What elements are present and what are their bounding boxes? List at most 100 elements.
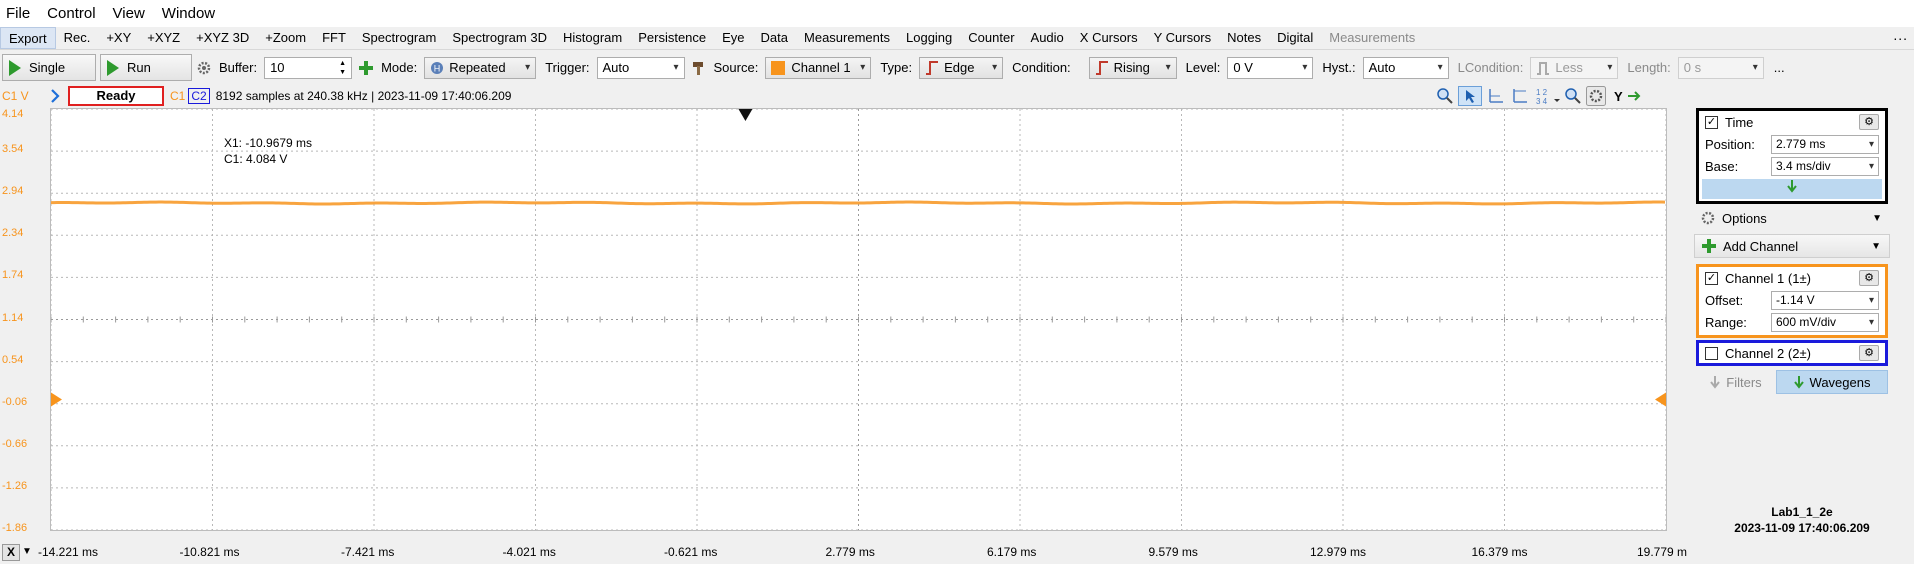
- y-axis-button[interactable]: Y: [1614, 88, 1623, 104]
- single-button[interactable]: Single: [2, 54, 96, 81]
- arrow-down-icon: [1710, 376, 1721, 389]
- x-axis-button[interactable]: X: [2, 544, 20, 561]
- c2-tag[interactable]: C2: [188, 88, 210, 104]
- tab-zoom[interactable]: +Zoom: [265, 30, 307, 45]
- tab-spectrogram-3d[interactable]: Spectrogram 3D: [452, 30, 547, 45]
- hyst-select[interactable]: Auto ▾: [1362, 56, 1449, 79]
- pulse-icon: [1537, 61, 1550, 75]
- position-select[interactable]: 2.779 ms ▾: [1771, 134, 1879, 154]
- channel2-checkbox[interactable]: [1705, 346, 1718, 360]
- channel1-header: ✓ Channel 1 (1±) ⚙: [1699, 267, 1885, 289]
- arrow-right-icon[interactable]: [1627, 90, 1643, 102]
- time-box: ✓ Time ⚙ Position: 2.779 ms ▾ Base: 3.4 m…: [1696, 108, 1888, 204]
- trigger-select[interactable]: Auto ▾: [596, 56, 685, 79]
- level-value: 0 V: [1233, 60, 1253, 75]
- arrow-down-icon: [1793, 376, 1804, 389]
- channel2-settings-gear-icon[interactable]: ⚙: [1859, 345, 1879, 361]
- condition-select[interactable]: Rising ▾: [1088, 56, 1177, 79]
- zoom-icon[interactable]: [1436, 87, 1454, 105]
- tab-logging[interactable]: Logging: [906, 30, 953, 45]
- tab-x-cursors[interactable]: X Cursors: [1079, 30, 1138, 45]
- type-select[interactable]: Edge ▾: [919, 56, 1004, 79]
- tab-y-cursors[interactable]: Y Cursors: [1153, 30, 1212, 45]
- zoom-out-icon[interactable]: [1564, 87, 1582, 105]
- svg-text:1 2: 1 2: [1536, 88, 1548, 97]
- waveform-canvas[interactable]: [50, 108, 1667, 531]
- tab-fft[interactable]: FFT: [322, 30, 346, 45]
- base-select[interactable]: 3.4 ms/div ▾: [1771, 156, 1879, 176]
- buffer-label: Buffer:: [219, 60, 258, 75]
- level-select[interactable]: 0 V ▾: [1227, 56, 1314, 79]
- tab-counter[interactable]: Counter: [968, 30, 1015, 45]
- more-tabs-button[interactable]: ...: [1893, 27, 1908, 43]
- numbering-icon[interactable]: 1 23 4: [1534, 87, 1560, 105]
- hammer-icon[interactable]: [691, 60, 707, 76]
- options-label: Options: [1722, 210, 1767, 226]
- tab-eye[interactable]: Eye: [722, 30, 745, 45]
- x-tick-label: -0.621 ms: [664, 545, 718, 559]
- wavegens-tab[interactable]: Wavegens: [1776, 370, 1888, 394]
- range-value: 600 mV/div: [1776, 315, 1837, 329]
- pointer-icon[interactable]: [1458, 86, 1482, 106]
- tab-export[interactable]: Export: [0, 27, 56, 49]
- tab-histogram[interactable]: Histogram: [562, 30, 623, 45]
- menu-bar: File Control View Window: [0, 0, 1914, 27]
- source-select[interactable]: Channel 1 ▾: [765, 56, 872, 79]
- length-select: 0 s ▾: [1677, 56, 1764, 79]
- y-tick-label: 1.14: [2, 311, 24, 324]
- run-button[interactable]: Run: [100, 54, 192, 81]
- y-tick-label: -0.06: [2, 395, 28, 408]
- options-gear-icon: [1701, 211, 1715, 225]
- channel1-checkbox[interactable]: ✓: [1705, 271, 1718, 285]
- buffer-spin-icon[interactable]: ▲ ▼: [339, 59, 347, 76]
- plot-settings-icon[interactable]: [1586, 86, 1606, 106]
- channel1-offset-marker-right[interactable]: [1655, 392, 1666, 407]
- tab-xyz[interactable]: +XYZ: [147, 30, 181, 45]
- trigger-position-marker[interactable]: [738, 109, 753, 121]
- tab-digital[interactable]: Digital: [1277, 30, 1314, 45]
- tab-rec[interactable]: Rec.: [63, 30, 91, 45]
- buffer-input[interactable]: 10 ▲ ▼: [264, 56, 353, 79]
- filters-tab[interactable]: Filters: [1696, 370, 1776, 394]
- x-tick-label: 6.179 ms: [987, 545, 1037, 559]
- tab-notes[interactable]: Notes: [1227, 30, 1262, 45]
- settings-gear-icon[interactable]: [196, 60, 212, 76]
- v-cursor-icon[interactable]: [1510, 87, 1530, 105]
- chevron-right-icon[interactable]: [50, 89, 60, 103]
- range-row: Range: 600 mV/div ▾: [1699, 311, 1885, 333]
- tool-tabs: Export Rec. +XY +XYZ +XYZ 3D +Zoom FFT S…: [0, 27, 1914, 50]
- offset-row: Offset: -1.14 V ▾: [1699, 289, 1885, 311]
- tab-audio[interactable]: Audio: [1030, 30, 1064, 45]
- oscilloscope-plot[interactable]: [50, 108, 1667, 531]
- c1-tag[interactable]: C1: [170, 89, 186, 103]
- add-channel-button[interactable]: Add Channel ▼: [1694, 234, 1890, 258]
- menu-control[interactable]: Control: [47, 5, 96, 22]
- time-checkbox[interactable]: ✓: [1705, 115, 1718, 129]
- channel1-offset-marker-left[interactable]: [51, 392, 62, 407]
- tab-xyz-3d[interactable]: +XYZ 3D: [196, 30, 250, 45]
- tab-data[interactable]: Data: [760, 30, 789, 45]
- menu-file[interactable]: File: [6, 5, 31, 22]
- options-button[interactable]: Options ▼: [1694, 206, 1890, 230]
- tab-measurements[interactable]: Measurements: [804, 30, 890, 45]
- h-cursor-icon[interactable]: [1486, 87, 1506, 105]
- menu-view[interactable]: View: [112, 5, 145, 22]
- channel2-header: Channel 2 (2±) ⚙: [1699, 343, 1885, 363]
- offset-select[interactable]: -1.14 V ▾: [1771, 290, 1879, 310]
- channel1-trace[interactable]: [50, 200, 1666, 206]
- chevron-down-icon: ▾: [1437, 62, 1443, 73]
- mode-select[interactable]: H Repeated ▾: [424, 56, 537, 79]
- x-axis-dropdown-icon[interactable]: ▼: [22, 546, 32, 557]
- menu-window[interactable]: Window: [161, 5, 216, 22]
- time-expand-button[interactable]: [1702, 179, 1882, 199]
- tab-spectrogram[interactable]: Spectrogram: [361, 30, 437, 45]
- plus-icon[interactable]: [358, 60, 374, 76]
- channel1-settings-gear-icon[interactable]: ⚙: [1859, 270, 1879, 286]
- condition-label: Condition:: [1012, 60, 1071, 75]
- time-settings-gear-icon[interactable]: ⚙: [1859, 114, 1879, 130]
- tab-xy[interactable]: +XY: [106, 30, 132, 45]
- trigger-label: Trigger:: [545, 60, 590, 75]
- tab-persistence[interactable]: Persistence: [638, 30, 707, 45]
- range-select[interactable]: 600 mV/div ▾: [1771, 312, 1879, 332]
- toolbar-more-button[interactable]: ...: [1773, 60, 1785, 75]
